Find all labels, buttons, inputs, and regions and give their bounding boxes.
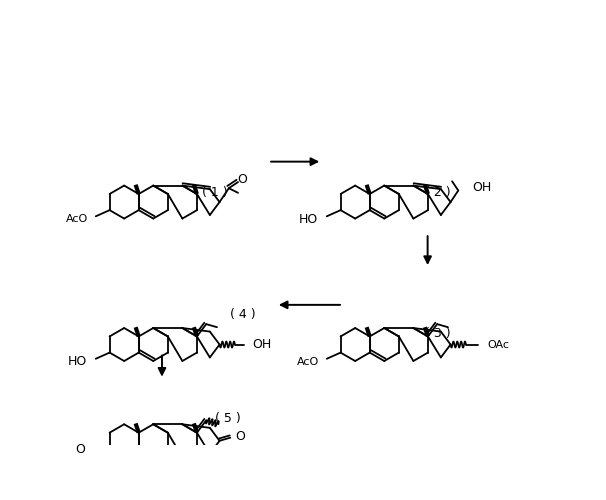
- Text: HO: HO: [298, 213, 318, 226]
- Text: AcO: AcO: [66, 214, 88, 224]
- Text: ( 5 ): ( 5 ): [215, 412, 241, 424]
- Text: HO: HO: [67, 356, 87, 368]
- Text: O: O: [235, 430, 245, 442]
- Text: OH: OH: [472, 181, 491, 194]
- Text: ( 1 ): ( 1 ): [202, 186, 227, 199]
- Text: ( 3 ): ( 3 ): [425, 327, 450, 340]
- Text: ( 4 ): ( 4 ): [230, 308, 256, 320]
- Text: OAc: OAc: [487, 340, 510, 349]
- Text: O: O: [238, 173, 248, 186]
- Text: O: O: [75, 443, 85, 456]
- Text: OH: OH: [252, 338, 271, 351]
- Text: AcO: AcO: [297, 357, 319, 367]
- Text: ( 2 ): ( 2 ): [425, 186, 450, 199]
